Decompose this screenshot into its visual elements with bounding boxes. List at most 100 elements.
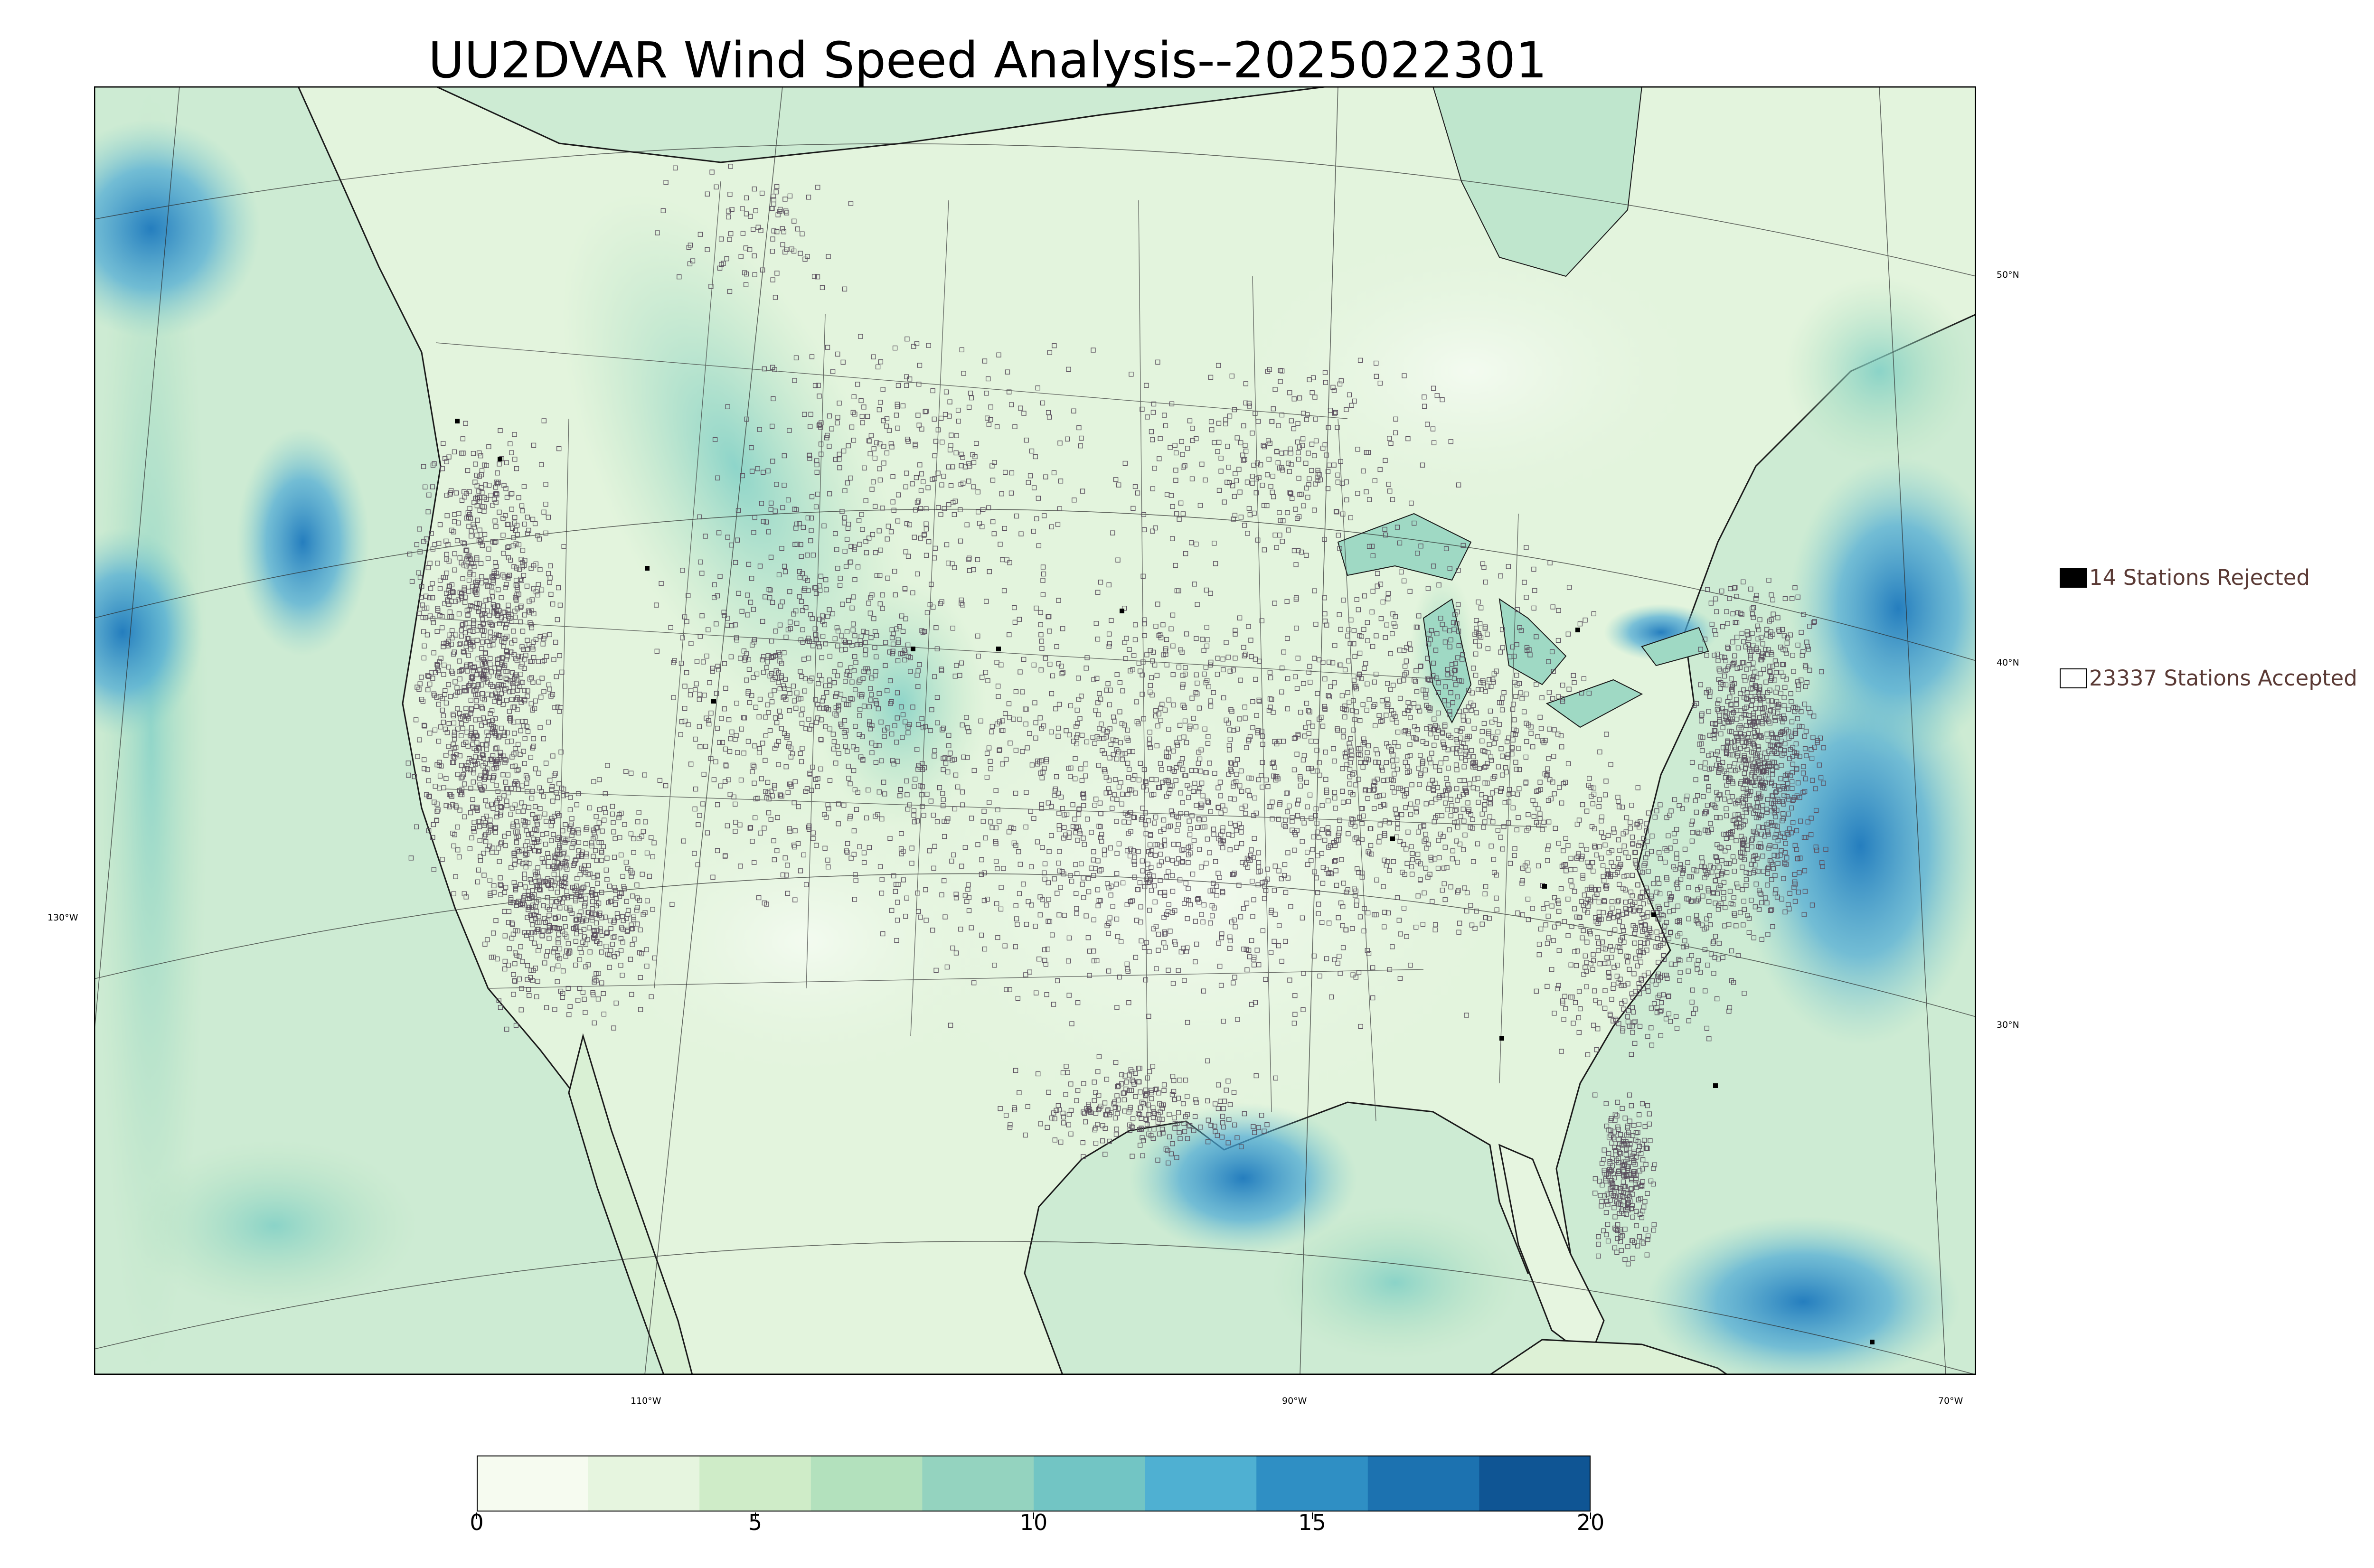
pacific-wind-max [94, 120, 260, 338]
station-accepted [499, 725, 504, 731]
station-accepted [482, 941, 488, 947]
station-accepted [431, 650, 436, 656]
station-accepted [455, 772, 461, 777]
station-accepted [440, 857, 445, 862]
station-accepted [599, 980, 604, 986]
station-accepted [509, 920, 515, 926]
station-accepted [483, 650, 488, 656]
station-accepted [469, 707, 474, 713]
station-accepted [515, 687, 520, 693]
station-accepted [556, 781, 562, 787]
station-accepted [631, 917, 636, 922]
station-accepted [471, 451, 476, 456]
station-accepted [546, 912, 552, 918]
station-accepted [474, 503, 480, 508]
station-accepted [464, 547, 470, 553]
station-accepted [525, 820, 531, 825]
station-accepted [594, 825, 600, 830]
station-accepted [513, 1023, 519, 1028]
station-accepted [453, 693, 459, 698]
station-accepted [514, 565, 519, 571]
station-accepted [475, 684, 480, 689]
station-accepted [523, 884, 528, 890]
station-accepted [518, 603, 524, 609]
station-accepted [461, 649, 466, 654]
station-accepted [462, 541, 467, 546]
station-accepted [497, 656, 502, 662]
station-accepted [474, 582, 479, 588]
station-accepted [422, 723, 427, 729]
station-accepted [473, 580, 479, 585]
station-accepted [507, 946, 512, 951]
station-accepted [644, 850, 650, 856]
station-accepted [597, 807, 603, 812]
station-accepted [407, 551, 413, 557]
wind-speed-map[interactable] [94, 86, 1976, 1375]
station-accepted [564, 855, 570, 861]
station-accepted [419, 584, 424, 589]
station-accepted [421, 629, 426, 634]
station-accepted [454, 685, 460, 690]
station-accepted [528, 755, 534, 760]
station-accepted [457, 676, 462, 682]
station-accepted [512, 432, 517, 437]
station-accepted [512, 961, 518, 967]
station-accepted [528, 913, 533, 918]
station-accepted [629, 922, 634, 928]
station-accepted [548, 563, 553, 569]
station-accepted [455, 824, 460, 830]
station-accepted [541, 689, 546, 694]
station-accepted [421, 723, 427, 728]
station-accepted [438, 656, 443, 661]
station-accepted [568, 795, 573, 800]
station-accepted [494, 783, 499, 788]
station-accepted [452, 745, 457, 751]
station-accepted [455, 847, 461, 853]
station-accepted [473, 692, 478, 697]
station-accepted [463, 421, 468, 426]
station-accepted [463, 894, 469, 900]
station-accepted [450, 830, 455, 836]
station-accepted [492, 716, 498, 721]
station-accepted [546, 719, 551, 725]
station-accepted [509, 491, 515, 496]
station-accepted [471, 643, 476, 649]
station-accepted [519, 847, 525, 853]
station-accepted [537, 943, 542, 949]
station-accepted [422, 757, 427, 762]
station-accepted [524, 583, 530, 589]
station-accepted [451, 742, 456, 747]
station-accepted [503, 676, 509, 681]
station-markers[interactable] [405, 164, 1828, 1267]
station-accepted [486, 444, 491, 450]
station-accepted [539, 676, 545, 681]
station-accepted [490, 622, 495, 628]
station-accepted [502, 610, 508, 615]
station-accepted [504, 622, 509, 627]
station-accepted [483, 665, 489, 670]
station-accepted [464, 763, 470, 769]
station-accepted [466, 653, 471, 658]
station-accepted [544, 818, 549, 824]
station-accepted [506, 555, 511, 561]
station-accepted [507, 616, 513, 621]
station-accepted [479, 574, 484, 579]
station-accepted [561, 544, 566, 549]
station-accepted [484, 741, 490, 747]
station-accepted [417, 610, 422, 616]
station-accepted [459, 668, 464, 673]
station-accepted [485, 608, 490, 614]
station-accepted [430, 581, 435, 586]
station-accepted [557, 653, 562, 658]
station-accepted [594, 858, 599, 863]
station-accepted [418, 595, 424, 600]
station-accepted [438, 724, 443, 730]
station-accepted [580, 885, 585, 891]
station-accepted [514, 657, 520, 663]
station-accepted [427, 731, 433, 736]
station-accepted [443, 776, 449, 781]
station-accepted [446, 638, 451, 644]
station-accepted [530, 894, 535, 900]
station-accepted [512, 802, 518, 807]
station-accepted [526, 987, 531, 992]
